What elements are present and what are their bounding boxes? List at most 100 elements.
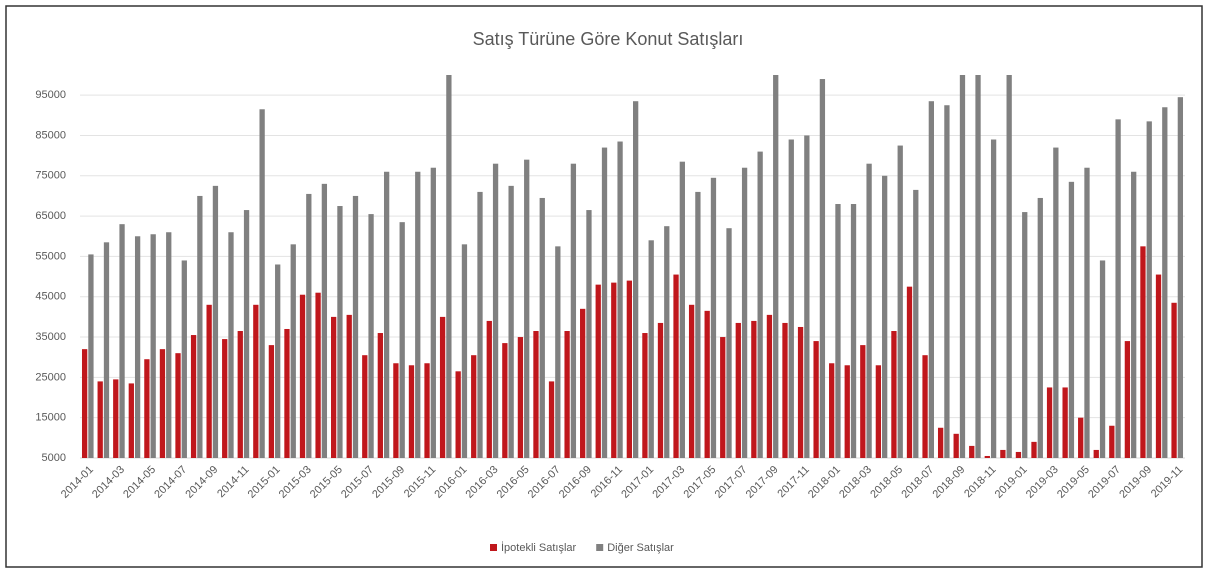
- bar: [1084, 167, 1090, 458]
- bar: [508, 185, 514, 459]
- y-tick-label: 95000: [35, 89, 66, 101]
- bar: [337, 206, 343, 458]
- bar: [1053, 147, 1059, 458]
- bar: [455, 371, 461, 458]
- bar: [1124, 341, 1131, 458]
- bar: [1146, 121, 1152, 458]
- bar: [1068, 181, 1075, 458]
- bar: [897, 145, 903, 459]
- bar: [797, 326, 804, 458]
- legend-label: Diğer Satışlar: [607, 542, 674, 554]
- bar: [710, 177, 717, 458]
- bar: [1109, 425, 1115, 458]
- bar: [539, 197, 545, 458]
- bar: [937, 427, 944, 458]
- bar: [595, 284, 601, 458]
- bar: [944, 105, 950, 458]
- bar: [197, 195, 203, 458]
- bar: [315, 292, 321, 458]
- bar: [134, 236, 141, 458]
- bar: [984, 455, 990, 458]
- legend-swatch: [490, 544, 497, 551]
- bar: [664, 226, 670, 458]
- bar: [88, 254, 94, 458]
- bar: [128, 383, 134, 458]
- bar: [850, 204, 857, 458]
- bar: [1046, 387, 1053, 458]
- bar: [875, 365, 882, 458]
- bar: [990, 139, 997, 459]
- bar: [1140, 246, 1146, 458]
- bar: [430, 167, 436, 458]
- bar: [773, 75, 779, 458]
- y-tick-label: 35000: [35, 331, 66, 343]
- bar: [642, 333, 648, 458]
- bar: [741, 167, 748, 458]
- bar: [103, 242, 110, 458]
- bar: [1099, 260, 1106, 458]
- bar: [159, 349, 166, 458]
- bar: [331, 316, 337, 458]
- bar: [228, 232, 234, 458]
- bar: [735, 322, 741, 458]
- bar: [720, 337, 726, 458]
- bar: [913, 189, 919, 458]
- bar: [726, 228, 732, 458]
- bar: [237, 331, 243, 458]
- bar: [1093, 449, 1099, 458]
- bar: [1177, 97, 1184, 459]
- y-tick-label: 45000: [35, 291, 66, 303]
- bar: [377, 333, 383, 458]
- bar: [959, 75, 966, 458]
- bar: [866, 163, 872, 458]
- bar: [844, 365, 850, 458]
- bar: [648, 240, 654, 458]
- bar: [688, 304, 695, 458]
- bar: [1171, 302, 1177, 458]
- bar: [439, 316, 446, 458]
- bar: [564, 331, 570, 458]
- bar: [804, 135, 810, 458]
- bar: [555, 246, 561, 458]
- bar: [253, 304, 259, 458]
- bar: [704, 310, 710, 458]
- y-tick-label: 15000: [35, 412, 66, 424]
- bar: [1037, 197, 1043, 458]
- y-tick-label: 5000: [42, 452, 66, 464]
- bar: [206, 304, 212, 458]
- bar: [1031, 441, 1037, 458]
- bar: [1062, 387, 1068, 458]
- y-tick-label: 55000: [35, 250, 66, 262]
- bar: [284, 328, 290, 458]
- bar: [502, 343, 508, 458]
- bar: [813, 341, 819, 458]
- bar: [633, 101, 639, 458]
- bar: [383, 171, 390, 459]
- bar: [906, 286, 913, 458]
- bar: [486, 320, 492, 458]
- bar: [953, 433, 959, 458]
- bar: [969, 445, 975, 458]
- bar: [1006, 75, 1012, 458]
- bar: [222, 339, 228, 458]
- bar: [212, 185, 219, 459]
- bar: [368, 214, 374, 458]
- legend-label: İpotekli Satışlar: [501, 541, 577, 554]
- y-tick-label: 85000: [35, 129, 66, 141]
- bar: [144, 359, 150, 458]
- bar: [679, 161, 685, 458]
- bar: [81, 349, 88, 458]
- bar: [321, 183, 328, 458]
- bar: [181, 260, 187, 458]
- bar: [166, 232, 172, 458]
- bar: [290, 244, 296, 458]
- bar: [113, 379, 119, 458]
- bar: [299, 294, 306, 458]
- bar: [766, 314, 773, 458]
- bar: [1078, 417, 1084, 458]
- bar: [548, 381, 555, 458]
- bar: [882, 175, 888, 458]
- legend-swatch: [596, 544, 604, 551]
- bar: [782, 322, 788, 458]
- bar: [190, 335, 197, 458]
